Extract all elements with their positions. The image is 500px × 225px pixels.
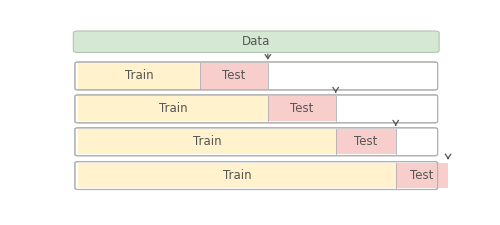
Bar [268,96,336,122]
Text: Test: Test [354,135,378,148]
Bar [336,129,396,154]
Text: Data: Data [242,35,270,48]
Text: Train: Train [124,70,154,82]
Bar [200,63,268,88]
Text: Test: Test [410,169,434,182]
FancyBboxPatch shape [75,128,438,156]
Bar [78,163,396,188]
Text: Test: Test [222,70,246,82]
FancyBboxPatch shape [75,95,438,123]
FancyBboxPatch shape [74,31,439,52]
Bar [78,96,268,122]
FancyBboxPatch shape [75,162,438,189]
Text: Train: Train [192,135,221,148]
Bar [78,63,200,88]
Text: Train: Train [222,169,251,182]
FancyBboxPatch shape [75,62,438,90]
Bar [78,129,336,154]
Text: Test: Test [290,102,314,115]
Text: Train: Train [158,102,187,115]
Bar [396,163,448,188]
